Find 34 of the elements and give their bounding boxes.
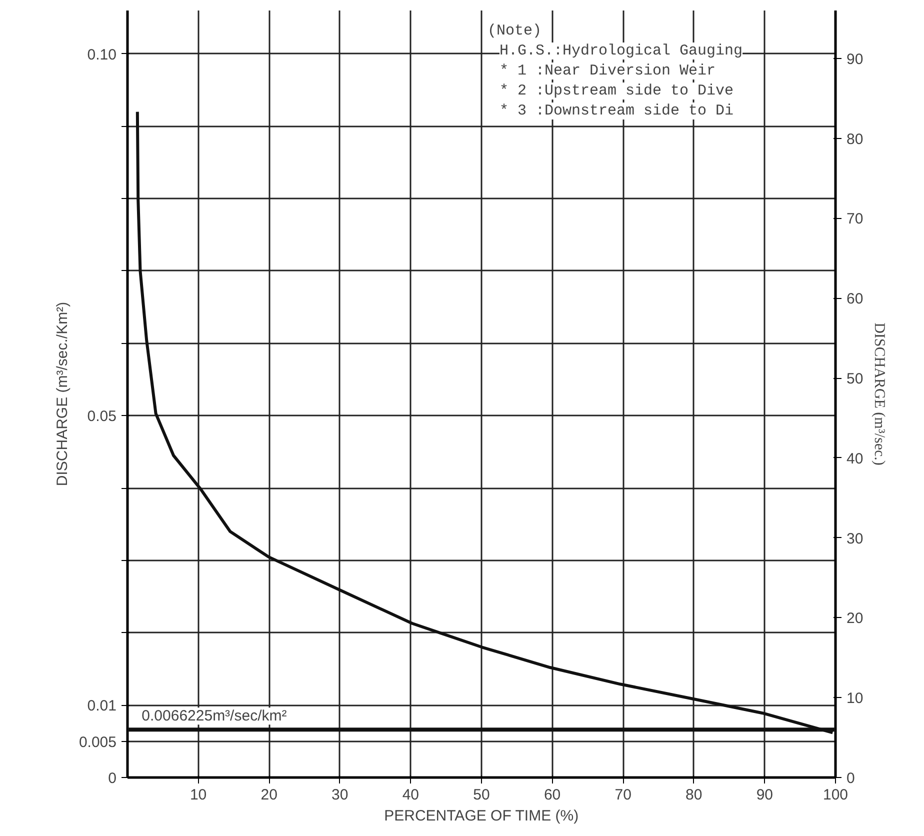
y2-tick-label: 30	[846, 530, 864, 548]
annotation: H.G.S.:Hydrological Gauging	[500, 42, 743, 60]
x-tick-label: 80	[686, 786, 702, 804]
x-tick-label: 40	[402, 786, 420, 804]
x-tick-label: 60	[544, 786, 561, 804]
x-tick-label: 30	[332, 786, 348, 804]
x-axis-title: PERCENTAGE OF TIME (%)	[384, 808, 579, 824]
annotation: * 2 :Upstream side to Dive	[500, 82, 734, 100]
x-tick-label: 50	[473, 786, 490, 804]
y2-tick-label: 60	[846, 290, 864, 308]
y2-axis-title: DISCHARGE (m³/sec.)	[871, 322, 888, 466]
y2-tick-label: 40	[846, 450, 864, 468]
annotation: * 3 :Downstream side to Di	[500, 102, 734, 120]
ref-line-label: 0.0066225m³/sec/km²	[142, 708, 287, 725]
x-tick-label: 70	[614, 786, 632, 804]
y2-tick-label: 0	[846, 770, 855, 787]
x-tick-label: 100	[822, 786, 848, 804]
y2-tick-label: 20	[846, 610, 864, 628]
y-tick-label: 0	[108, 770, 116, 787]
x-tick-label: 20	[260, 786, 278, 804]
x-tick-label: 10	[190, 786, 207, 804]
y-tick-label: 0.01	[87, 698, 117, 715]
y2-tick-label: 70	[846, 210, 864, 228]
y2-tick-label: 10	[846, 690, 864, 708]
y-tick-label: 0.05	[87, 408, 117, 426]
y2-tick-label: 80	[846, 130, 864, 148]
y-tick-label: 0.005	[78, 734, 117, 751]
annotation: (Note)	[488, 22, 542, 40]
y2-tick-label: 90	[846, 50, 864, 68]
annotation: * 1 :Near Diversion Weir	[500, 62, 716, 80]
x-tick-label: 90	[756, 786, 774, 804]
y-tick-label: 0.10	[87, 46, 117, 64]
y-axis-title: DISCHARGE (m³/sec./Km²)	[54, 302, 71, 486]
y2-tick-label: 50	[846, 370, 864, 388]
